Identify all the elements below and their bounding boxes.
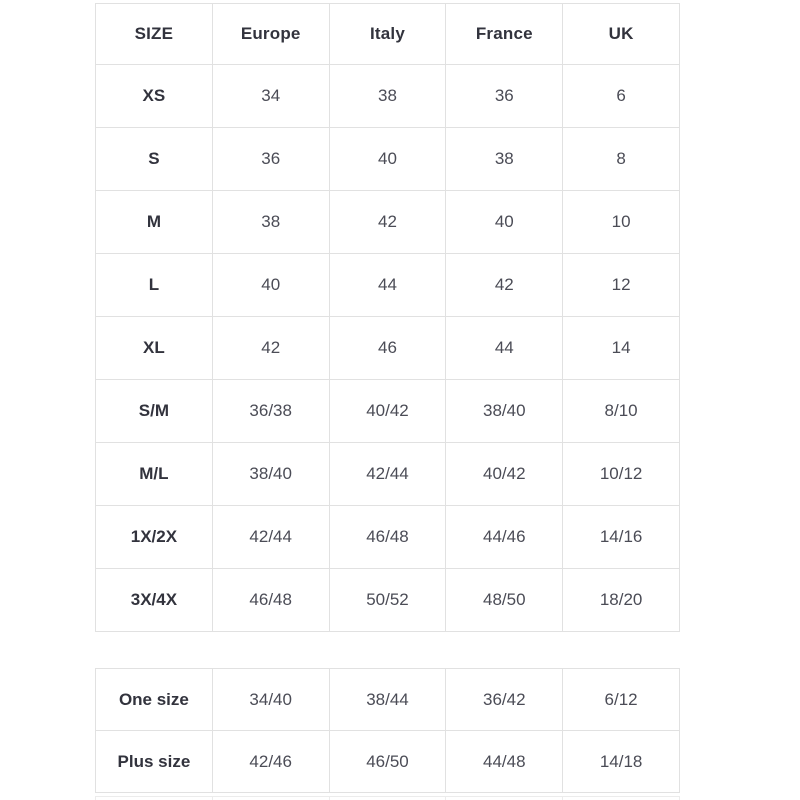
table-cell: 10 bbox=[562, 190, 680, 254]
column-header-uk: UK bbox=[562, 3, 680, 65]
table-row: M/L 38/40 42/44 40/42 10/12 bbox=[95, 442, 680, 506]
table-cell: 38 bbox=[445, 127, 564, 191]
column-header-size: SIZE bbox=[95, 3, 213, 65]
table-cell: 10/12 bbox=[562, 442, 680, 506]
table-cell: 40 bbox=[211, 253, 330, 317]
size-label-cell: XS bbox=[95, 64, 213, 128]
table-cell: 18/20 bbox=[562, 568, 680, 632]
size-label-cell: M bbox=[95, 190, 213, 254]
table-cell: 50/52 bbox=[328, 568, 447, 632]
table-cell: 40/42 bbox=[445, 442, 564, 506]
table-cell: 38/40 bbox=[211, 442, 330, 506]
table-row: Plus size 42/46 46/50 44/48 14/18 bbox=[95, 730, 680, 793]
table-cell: 44/46 bbox=[445, 505, 564, 569]
table-cell: 38 bbox=[211, 190, 330, 254]
table-cell: 42 bbox=[445, 253, 564, 317]
size-label-cell: 3X/4X bbox=[95, 568, 213, 632]
size-label-cell: Plus size bbox=[95, 730, 213, 793]
table-cell: 46/50 bbox=[328, 730, 447, 793]
table-cell: 36 bbox=[445, 64, 564, 128]
table-cell: 36 bbox=[211, 127, 330, 191]
table-row: 3X/4X 46/48 50/52 48/50 18/20 bbox=[95, 568, 680, 632]
cutoff-cell bbox=[562, 796, 680, 800]
table-cell: 34 bbox=[211, 64, 330, 128]
table-cell: 38/44 bbox=[328, 668, 447, 731]
table-cell: 42 bbox=[328, 190, 447, 254]
table-row: M 38 42 40 10 bbox=[95, 190, 680, 254]
table-cell: 38/40 bbox=[445, 379, 564, 443]
table-cell: 44 bbox=[328, 253, 447, 317]
table-cell: 14 bbox=[562, 316, 680, 380]
table-cell: 42 bbox=[211, 316, 330, 380]
table-cell: 46/48 bbox=[328, 505, 447, 569]
table-cell: 8/10 bbox=[562, 379, 680, 443]
table-row: S 36 40 38 8 bbox=[95, 127, 680, 191]
cutoff-cell bbox=[328, 796, 447, 800]
size-label-cell: L bbox=[95, 253, 213, 317]
table-cell: 44/48 bbox=[445, 730, 564, 793]
table-cell: 12 bbox=[562, 253, 680, 317]
table-cell: 36/38 bbox=[211, 379, 330, 443]
cutoff-cell bbox=[95, 796, 213, 800]
table-cell: 46/48 bbox=[211, 568, 330, 632]
column-header-europe: Europe bbox=[211, 3, 330, 65]
size-label-cell: One size bbox=[95, 668, 213, 731]
special-sizes-table: One size 34/40 38/44 36/42 6/12 Plus siz… bbox=[95, 668, 680, 793]
cutoff-next-table-edge bbox=[95, 796, 680, 800]
table-cell: 6/12 bbox=[562, 668, 680, 731]
header-row: SIZE Europe Italy France UK bbox=[95, 3, 680, 65]
table-row: XL 42 46 44 14 bbox=[95, 316, 680, 380]
table-row: 1X/2X 42/44 46/48 44/46 14/16 bbox=[95, 505, 680, 569]
table-cell: 42/46 bbox=[211, 730, 330, 793]
size-label-cell: 1X/2X bbox=[95, 505, 213, 569]
size-conversion-table: SIZE Europe Italy France UK XS 34 38 36 … bbox=[95, 3, 680, 632]
table-cell: 36/42 bbox=[445, 668, 564, 731]
column-header-france: France bbox=[445, 3, 564, 65]
table-row: S/M 36/38 40/42 38/40 8/10 bbox=[95, 379, 680, 443]
size-label-cell: XL bbox=[95, 316, 213, 380]
cutoff-cell bbox=[211, 796, 330, 800]
size-label-cell: S/M bbox=[95, 379, 213, 443]
table-row: One size 34/40 38/44 36/42 6/12 bbox=[95, 668, 680, 731]
table-cell: 6 bbox=[562, 64, 680, 128]
table-cell: 40 bbox=[328, 127, 447, 191]
table-cell: 34/40 bbox=[211, 668, 330, 731]
table-cell: 42/44 bbox=[328, 442, 447, 506]
cutoff-cell bbox=[445, 796, 564, 800]
table-row: L 40 44 42 12 bbox=[95, 253, 680, 317]
table-cell: 46 bbox=[328, 316, 447, 380]
table-cell: 14/16 bbox=[562, 505, 680, 569]
table-cell: 38 bbox=[328, 64, 447, 128]
column-header-italy: Italy bbox=[328, 3, 447, 65]
table-cell: 40/42 bbox=[328, 379, 447, 443]
table-cell: 40 bbox=[445, 190, 564, 254]
size-label-cell: S bbox=[95, 127, 213, 191]
table-cell: 8 bbox=[562, 127, 680, 191]
cutoff-row bbox=[95, 796, 680, 800]
table-row: XS 34 38 36 6 bbox=[95, 64, 680, 128]
table-cell: 14/18 bbox=[562, 730, 680, 793]
table-cell: 44 bbox=[445, 316, 564, 380]
table-cell: 48/50 bbox=[445, 568, 564, 632]
table-cell: 42/44 bbox=[211, 505, 330, 569]
size-label-cell: M/L bbox=[95, 442, 213, 506]
